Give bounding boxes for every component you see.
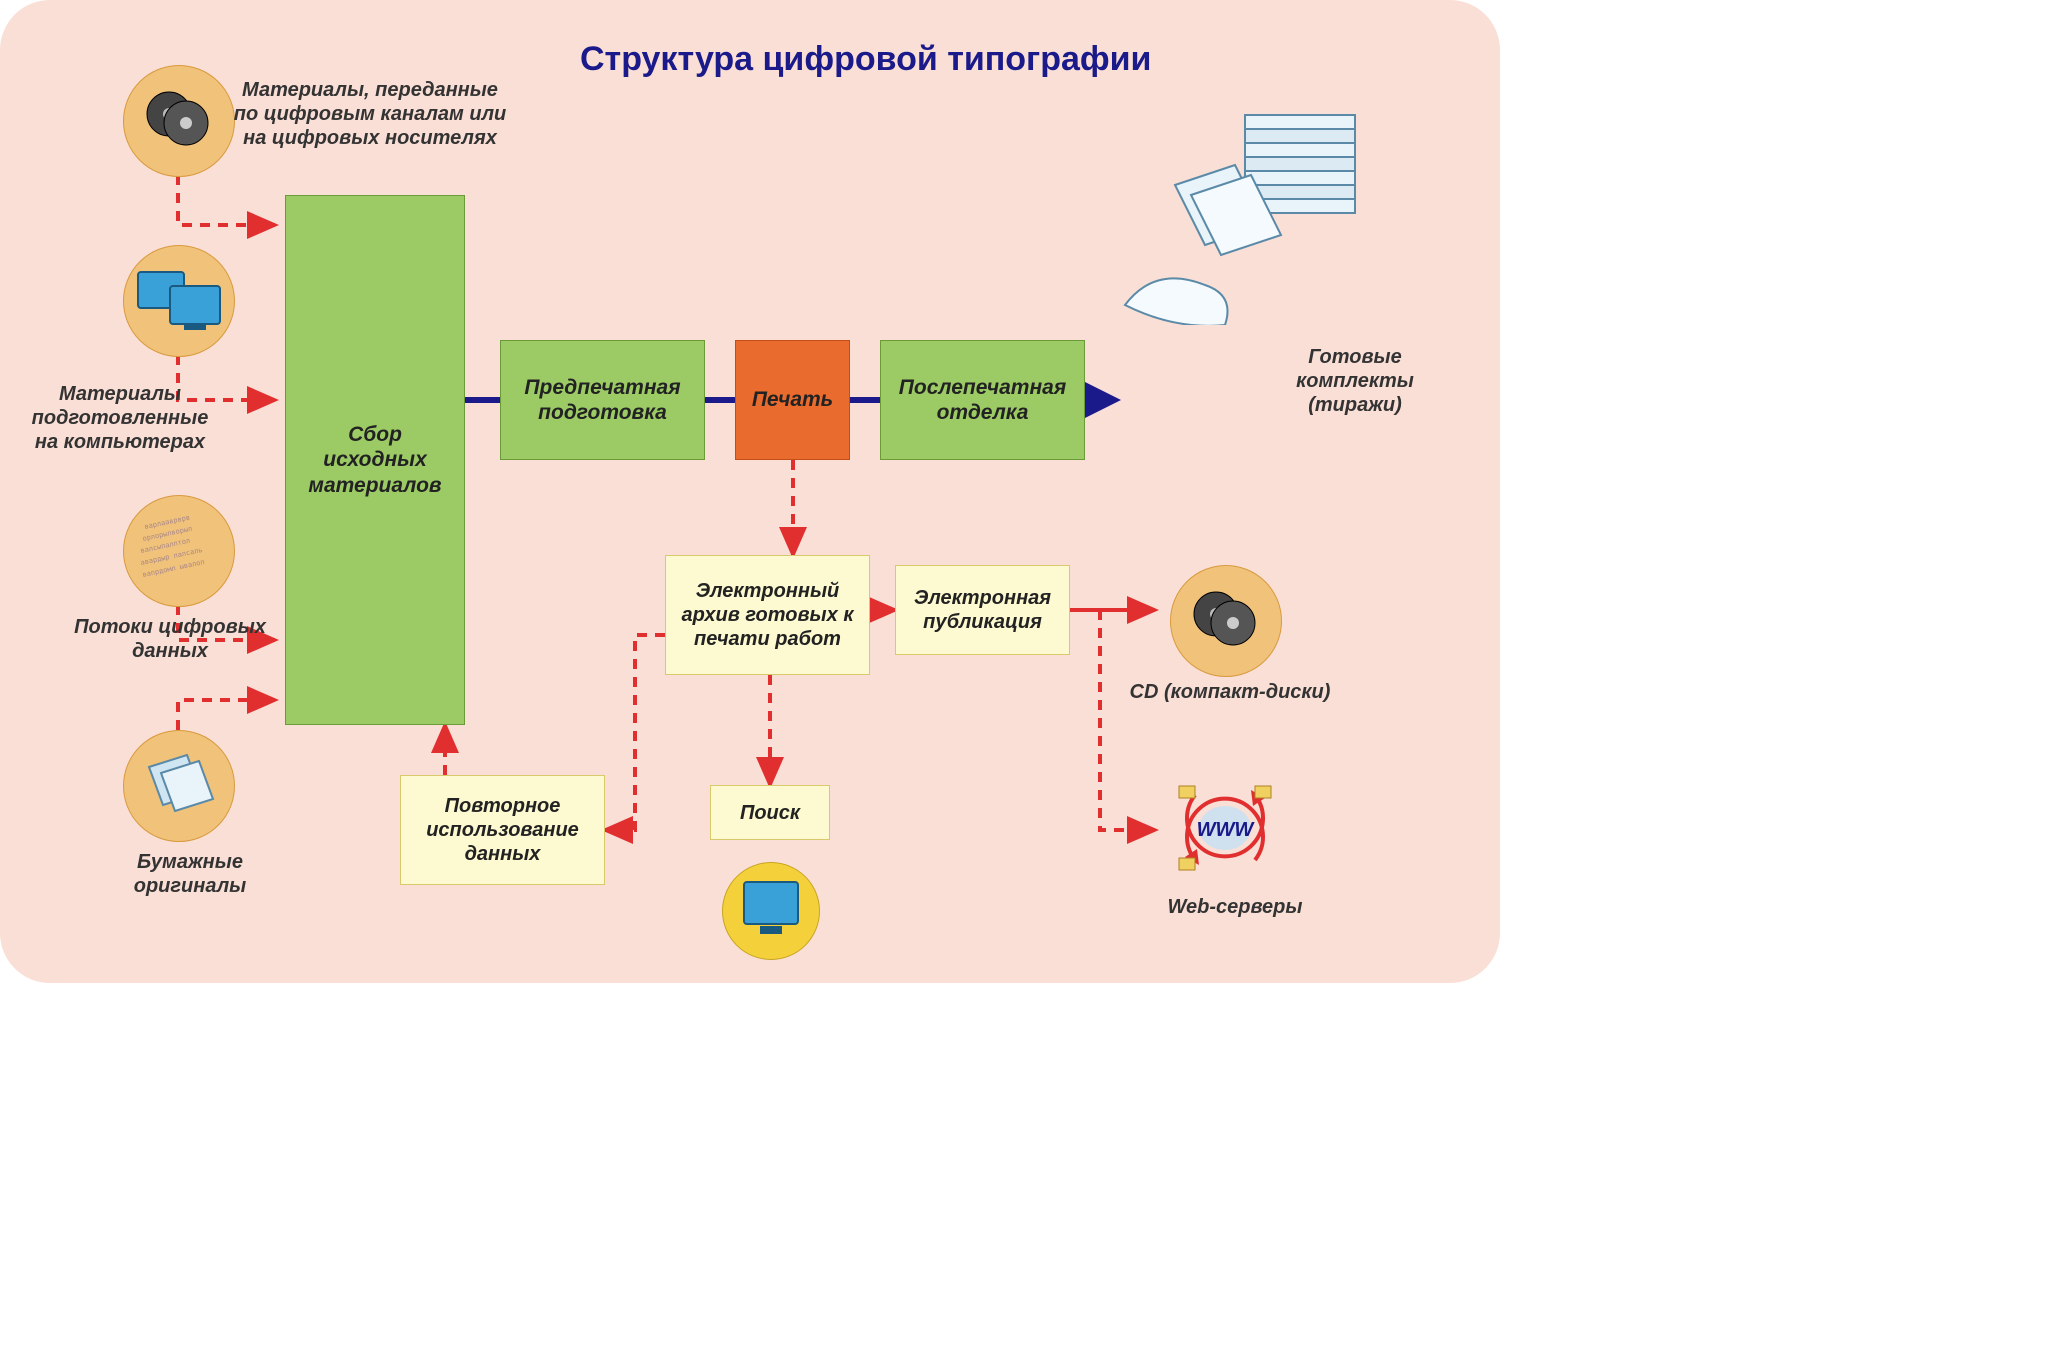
node-archive: Электронный архив готовых к печати работ [665,555,870,675]
output-icon-web: WWW [1170,775,1280,885]
node-reuse: Повторное использование данных [400,775,605,885]
node-print: Печать [735,340,850,460]
data_stream-glyph-icon: варлааврврворлорылворылвалсыпалптолавард… [139,509,219,594]
svg-text:WWW: WWW [1197,819,1256,841]
output-icon-cd [1170,565,1282,677]
flow-arrow [605,635,665,830]
node-prepress: Предпечатная подготовка [500,340,705,460]
www-icon: WWW [1175,780,1275,880]
output-icon-ready [1105,95,1365,330]
output-label-cd: CD (компакт-диски) [1120,680,1340,704]
output-label-web: Web-серверы [1155,895,1315,919]
paper-stack-icon [1105,312,1365,329]
node-postpress: Послепечатная отделка [880,340,1085,460]
monitor-icon [736,876,806,946]
discs-icon [1191,591,1261,651]
node-epub: Электронная публикация [895,565,1070,655]
input-icon-digital_media [123,65,235,177]
diagram-title: Структура цифровой типографии [580,40,1151,79]
input-icon-paper [123,730,235,842]
flow-arrow [178,700,275,730]
input-label-digital_media: Материалы, переданные по цифровым канала… [230,78,510,150]
input-label-data_stream: Потоки цифровых данных [70,615,270,663]
output-label-ready: Готовые комплекты (тиражи) [1255,345,1455,417]
input-label-paper: Бумажные оригиналы [110,850,270,898]
digital_media-glyph-icon [144,91,214,151]
search-monitor-icon [722,862,820,960]
node-search: Поиск [710,785,830,840]
flow-arrow [1100,610,1155,830]
node-collect: Сбор исходных материалов [285,195,465,725]
input-icon-computers [123,245,235,357]
flow-arrow [178,175,275,225]
paper-glyph-icon [139,749,219,824]
input-icon-data_stream: варлааврврворлорылворылвалсыпалптолавард… [123,495,235,607]
computers-glyph-icon [134,264,224,339]
diagram-canvas: Структура цифровой типографии Сбор исходн… [0,0,1500,983]
input-label-computers: Материалы подготовленные на компьютерах [20,382,220,454]
